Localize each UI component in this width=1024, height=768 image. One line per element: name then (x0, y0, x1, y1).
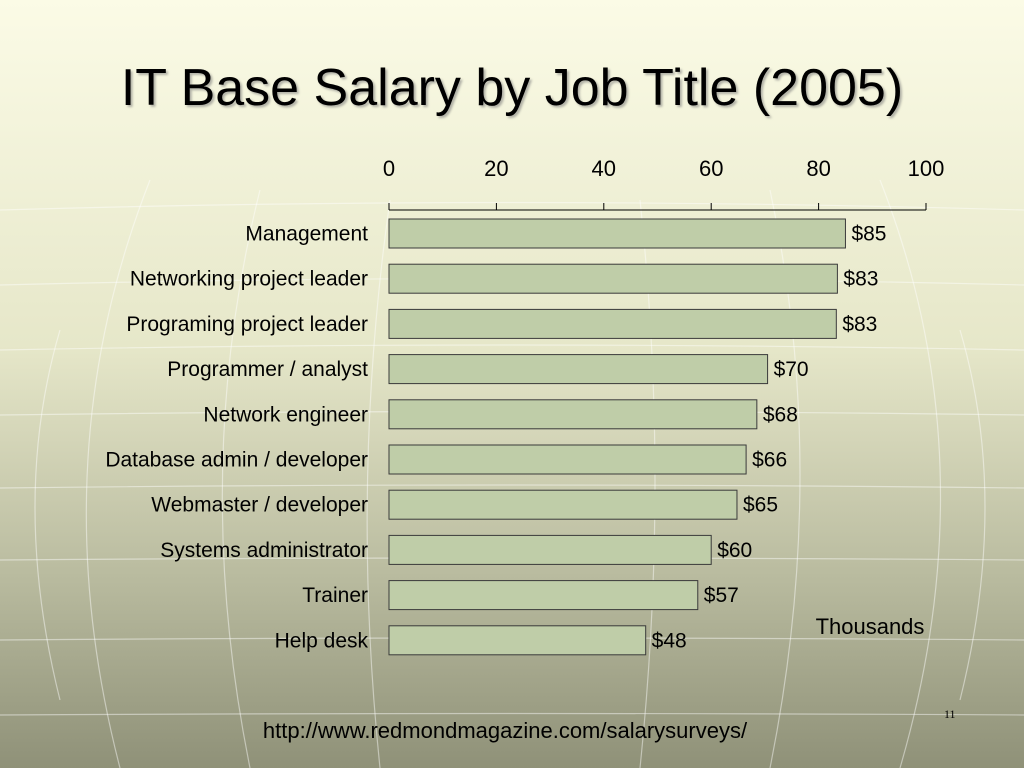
category-label: Programmer / analyst (167, 358, 368, 381)
data-label: $83 (842, 313, 877, 336)
x-tick-label: 100 (908, 156, 945, 181)
slide-title: IT Base Salary by Job Title (2005) (120, 59, 904, 117)
x-axis-unit-label: Thousands (816, 614, 925, 639)
data-label: $48 (652, 629, 687, 652)
data-label: $70 (774, 358, 809, 381)
x-tick-label: 40 (592, 156, 616, 181)
bar (388, 354, 769, 385)
x-tick-label: 20 (484, 156, 508, 181)
category-label: Management (245, 223, 368, 246)
data-label: $57 (704, 584, 739, 607)
category-label: Networking project leader (130, 268, 368, 291)
category-label: Webmaster / developer (151, 494, 368, 517)
x-tick-label: 80 (806, 156, 830, 181)
data-label: $66 (752, 449, 787, 472)
bar (388, 580, 699, 611)
category-label: Programing project leader (126, 313, 368, 336)
x-tick-label: 60 (699, 156, 723, 181)
slide-number: 11 (944, 707, 956, 721)
bar (388, 534, 712, 565)
bar (388, 489, 738, 520)
bar (388, 399, 758, 430)
data-label: $60 (717, 539, 752, 562)
data-label: $65 (743, 494, 778, 517)
bar (388, 218, 846, 249)
category-label: Systems administrator (160, 539, 368, 562)
bar (388, 444, 747, 475)
data-label: $83 (843, 268, 878, 291)
source-link[interactable]: http://www.redmondmagazine.com/salarysur… (262, 718, 748, 743)
category-label: Database admin / developer (105, 449, 368, 472)
category-label: Network engineer (203, 403, 368, 426)
bar (388, 308, 837, 339)
bar (388, 625, 647, 656)
data-label: $85 (851, 223, 886, 246)
bar (388, 263, 838, 294)
x-tick-label: 0 (383, 156, 395, 181)
category-label: Help desk (275, 629, 369, 652)
data-label: $68 (763, 403, 798, 426)
category-label: Trainer (302, 584, 368, 607)
